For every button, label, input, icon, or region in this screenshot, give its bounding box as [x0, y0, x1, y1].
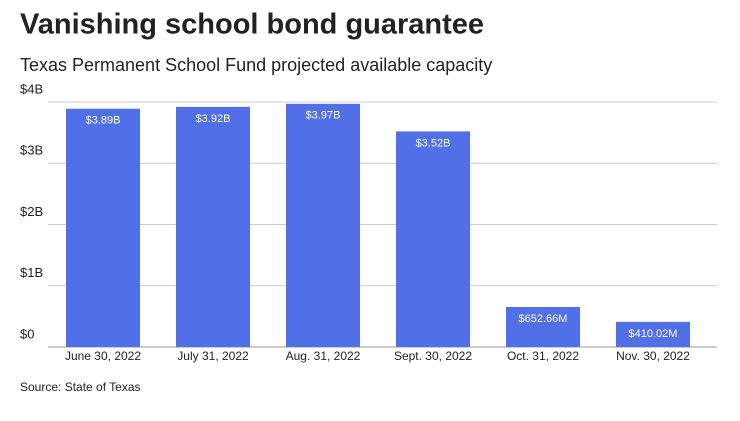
x-tick-label: June 30, 2022: [65, 349, 141, 363]
x-tick-label: Oct. 31, 2022: [507, 349, 579, 363]
value-label: $3.92B: [196, 113, 231, 125]
chart-subtitle: Texas Permanent School Fund projected av…: [20, 55, 492, 75]
value-label: $3.97B: [306, 110, 341, 122]
value-label: $652.66M: [519, 313, 568, 325]
x-tick-label: Nov. 30, 2022: [616, 349, 690, 363]
chart-title: Vanishing school bond guarantee: [20, 9, 484, 41]
source: Source: State of Texas: [20, 380, 141, 394]
x-tick-label: Sept. 30, 2022: [394, 349, 472, 363]
bar: [396, 131, 470, 347]
y-tick-label: $0: [20, 326, 34, 341]
x-tick-label: July 31, 2022: [177, 349, 249, 363]
y-tick-label: $4B: [20, 81, 43, 96]
x-tick-label: Aug. 31, 2022: [286, 349, 361, 363]
y-tick-label: $1B: [20, 265, 43, 280]
bar: [176, 106, 250, 348]
bar: [616, 321, 690, 347]
y-tick-label: $3B: [20, 143, 43, 158]
value-label: $410.02M: [629, 328, 678, 340]
bar: [286, 103, 360, 348]
bar: [66, 108, 140, 347]
y-tick-label: $2B: [20, 204, 43, 219]
value-label: $3.52B: [416, 137, 451, 149]
bar: [506, 307, 580, 347]
value-label: $3.89B: [86, 115, 121, 127]
